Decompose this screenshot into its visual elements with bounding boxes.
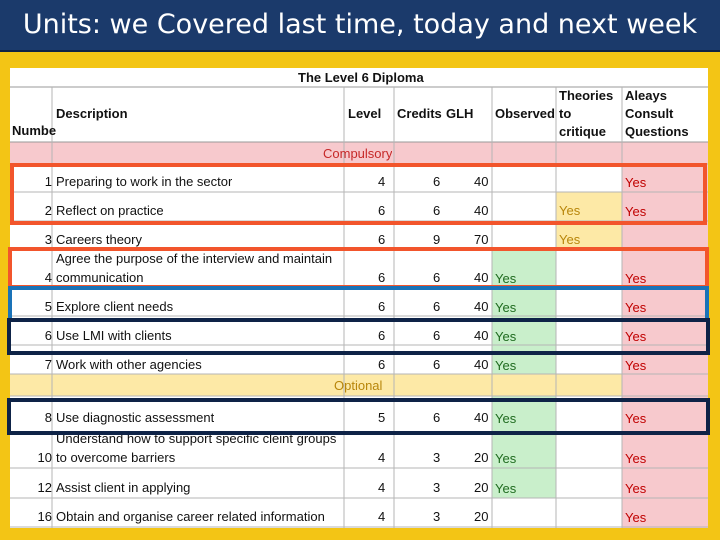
row-glh: 20 (474, 451, 489, 465)
row-glh: 20 (474, 510, 489, 524)
row-consult: Yes (625, 204, 647, 219)
row-credits: 3 (433, 481, 441, 495)
header-level: Level (348, 106, 382, 121)
header-glh: GLH (446, 106, 474, 121)
row-consult: Yes (625, 300, 647, 315)
row-consult: Yes (625, 451, 647, 466)
spreadsheet-table: The Level 6 Diploma Numbe Description Le… (10, 68, 708, 528)
row-description: Reflect on practice (56, 204, 164, 218)
row-number: 6 (44, 329, 52, 343)
row-theories: Yes (559, 204, 581, 218)
row-consult: Yes (625, 329, 647, 344)
row-credits: 6 (433, 271, 441, 285)
header-observed: Observed (495, 106, 555, 121)
row-level: 4 (378, 510, 386, 524)
row-credits: 6 (433, 204, 441, 218)
row-description: Preparing to work in the sector (56, 175, 233, 189)
slide-title: Units: we Covered last time, today and n… (22, 9, 698, 40)
row-description: Agree the purpose of the interview and m… (56, 252, 333, 266)
row-number: 2 (44, 204, 52, 218)
header-theories-1: Theories (559, 88, 614, 103)
row-number: 8 (44, 411, 52, 425)
row-glh: 40 (474, 175, 489, 189)
header-credits: Credits (397, 106, 442, 121)
header-consult-1: Aleays (625, 88, 667, 103)
row-number: 16 (37, 510, 52, 524)
row-consult: Yes (625, 481, 647, 496)
row-level: 4 (378, 481, 386, 495)
row-number: 4 (44, 271, 52, 285)
row-credits: 6 (433, 411, 441, 425)
header-description: Description (56, 106, 128, 121)
row-observed: Yes (495, 481, 517, 496)
row-description: Obtain and organise career related infor… (56, 510, 325, 524)
row-glh: 40 (474, 271, 489, 285)
observed-fill-lower (492, 396, 556, 498)
row-level: 6 (378, 204, 386, 218)
row-level: 6 (378, 271, 386, 285)
section-compulsory: Compulsory (323, 147, 393, 161)
row-glh: 40 (474, 358, 489, 372)
row-glh: 20 (474, 481, 489, 495)
row-number: 3 (44, 233, 52, 247)
compulsory-band (10, 142, 708, 164)
row-glh: 40 (474, 300, 489, 314)
row-number: 12 (37, 481, 52, 495)
row-level: 6 (378, 300, 386, 314)
title-bar: Units: we Covered last time, today and n… (0, 0, 720, 52)
row-observed: Yes (495, 329, 517, 344)
row-credits: 6 (433, 358, 441, 372)
row-level: 4 (378, 175, 386, 189)
row-description: Assist client in applying (56, 481, 191, 495)
row-glh: 40 (474, 411, 489, 425)
row-level: 4 (378, 451, 386, 465)
row-credits: 9 (433, 233, 441, 247)
row-credits: 6 (433, 300, 441, 314)
row-number: 10 (37, 451, 52, 465)
row-description: Use LMI with clients (56, 329, 172, 343)
row-credits: 6 (433, 329, 441, 343)
table-caption: The Level 6 Diploma (298, 70, 424, 85)
row-consult: Yes (625, 271, 647, 286)
row-number: 7 (44, 358, 52, 372)
row-number: 1 (44, 175, 52, 189)
row-level: 6 (378, 358, 386, 372)
row-glh: 40 (474, 329, 489, 343)
row-observed: Yes (495, 411, 517, 426)
row-description: Work with other agencies (56, 358, 202, 372)
row-observed: Yes (495, 451, 517, 466)
row-consult: Yes (625, 510, 647, 525)
optional-band (10, 374, 708, 396)
row-credits: 3 (433, 451, 441, 465)
row-consult: Yes (625, 175, 647, 190)
row-observed: Yes (495, 300, 517, 315)
row-glh: 70 (474, 233, 489, 247)
row-description: Use diagnostic assessment (56, 411, 215, 425)
row-description-line2: communication (56, 271, 144, 285)
row-level: 6 (378, 329, 386, 343)
header-theories-3: critique (559, 124, 606, 139)
row-consult: Yes (625, 411, 647, 426)
row-number: 5 (44, 300, 52, 314)
row-glh: 40 (474, 204, 489, 218)
row-level: 5 (378, 411, 386, 425)
row-credits: 3 (433, 510, 441, 524)
header-number: Numbe (12, 123, 57, 138)
header-consult-3: Questions (625, 124, 689, 139)
row-description: Understand how to support specific clein… (56, 432, 337, 446)
section-optional: Optional (334, 379, 383, 393)
row-description-line2: to overcome barriers (56, 451, 176, 465)
header-theories-2: to (559, 106, 572, 121)
row-theories: Yes (559, 233, 581, 247)
header-consult-2: Consult (625, 106, 674, 121)
row-level: 6 (378, 233, 386, 247)
row-credits: 6 (433, 175, 441, 189)
row-consult: Yes (625, 358, 647, 373)
row-description: Careers theory (56, 233, 142, 247)
row-observed: Yes (495, 358, 517, 373)
row-observed: Yes (495, 271, 517, 286)
row-description: Explore client needs (56, 300, 174, 314)
